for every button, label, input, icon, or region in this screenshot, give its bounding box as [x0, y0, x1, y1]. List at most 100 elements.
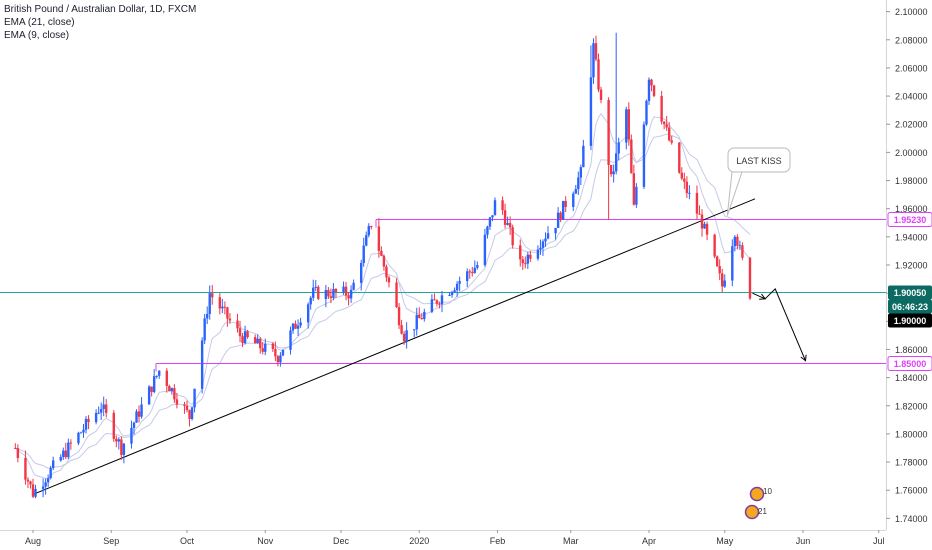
candle-body: [294, 323, 297, 329]
candle-body: [418, 314, 421, 319]
candle-body: [190, 407, 194, 420]
legend-ema-21[interactable]: EMA (21, close): [4, 17, 75, 28]
candle-body: [152, 376, 156, 392]
candle-body: [238, 328, 242, 337]
candle-body: [413, 329, 416, 331]
candle-body: [122, 443, 126, 455]
y-tick-label: 2.04000: [895, 92, 928, 102]
candle-body: [342, 286, 345, 292]
projection-arrowhead: [800, 354, 807, 362]
candle-body: [450, 292, 454, 295]
candle-body: [423, 311, 426, 320]
price-tag-countdown-label: 06:46:23: [892, 302, 928, 312]
candle-body: [678, 142, 681, 173]
candle-body: [511, 227, 514, 246]
trendline: [32, 198, 756, 495]
x-tick-label: Aug: [25, 536, 41, 546]
candle-body: [670, 140, 673, 143]
candle-body: [589, 77, 593, 146]
candle-body: [660, 95, 663, 122]
candle-body: [309, 297, 312, 305]
candle-body: [147, 386, 151, 405]
candle-body: [317, 286, 320, 299]
candle-body: [41, 486, 45, 489]
candle-body: [506, 223, 509, 225]
candle-body: [29, 481, 32, 485]
chart-title: British Pound / Australian Dollar, 1D, F…: [4, 4, 197, 15]
x-tick-label: Jun: [796, 536, 811, 546]
candle-body: [183, 404, 186, 406]
ema-21-line: [15, 133, 751, 469]
candle-body: [577, 177, 580, 190]
candle-body: [140, 404, 143, 417]
candle-body: [721, 273, 724, 287]
candle-body: [453, 290, 456, 293]
candle-body: [476, 265, 479, 268]
candle-body: [102, 404, 105, 409]
candle-body: [625, 109, 628, 143]
candle-body: [150, 386, 153, 392]
candle-body: [271, 343, 275, 350]
candle-body: [632, 173, 636, 205]
x-tick-label: 2020: [409, 536, 429, 546]
candle-body: [24, 458, 27, 480]
candle-body: [117, 439, 121, 442]
x-tick-label: Apr: [642, 536, 656, 546]
candle-body: [69, 442, 73, 444]
candle-body: [130, 427, 133, 444]
x-tick-label: Jul: [873, 536, 885, 546]
candle-body: [94, 412, 98, 423]
candle-body: [650, 79, 653, 86]
candle-body: [299, 322, 302, 326]
event-badge-icon: [749, 486, 765, 502]
candle-body: [223, 306, 227, 308]
candle-body: [97, 412, 100, 414]
candle-body: [738, 245, 742, 247]
candle-body: [241, 336, 244, 344]
y-tick-label: 1.84000: [895, 373, 928, 383]
candle-body: [334, 289, 338, 292]
candle-body: [635, 186, 638, 205]
candle-body: [468, 271, 471, 273]
candle-body: [14, 447, 17, 449]
x-tick-label: Sep: [103, 536, 119, 546]
price-tag-countdown-bg: [888, 299, 932, 314]
candle-body: [185, 405, 189, 411]
candle-body: [572, 193, 575, 207]
candle-body: [491, 215, 494, 218]
candle-body: [541, 241, 545, 248]
candle-body: [521, 259, 524, 264]
candle-body: [501, 200, 504, 211]
candle-body: [370, 226, 373, 228]
candle-body: [683, 178, 686, 182]
candle-body: [435, 300, 439, 304]
candle-body: [685, 181, 689, 194]
candle-body: [715, 256, 719, 267]
candle-body: [256, 338, 259, 344]
candle-body: [64, 450, 68, 458]
candle-body: [700, 214, 704, 229]
candle-body: [253, 337, 257, 344]
candle-body: [698, 213, 701, 215]
candle-body: [243, 331, 247, 344]
level-tag-upper-bg: [887, 212, 932, 228]
candle-body: [46, 478, 50, 483]
legend-ema-9[interactable]: EMA (9, close): [4, 30, 70, 41]
candle-body: [380, 250, 383, 256]
candle-body: [652, 85, 656, 96]
candle-body: [599, 89, 603, 100]
y-tick-label: 2.06000: [895, 63, 928, 73]
candle-body: [564, 200, 567, 207]
y-tick-label: 1.94000: [895, 232, 928, 242]
x-tick-label: Oct: [180, 536, 195, 546]
candle-body: [582, 145, 585, 168]
candle-body: [536, 249, 540, 259]
candle-body: [594, 43, 598, 60]
candle-body: [34, 488, 37, 497]
candle-body: [612, 171, 615, 175]
candle-body: [218, 297, 222, 309]
candle-body: [158, 370, 161, 376]
y-tick-label: 2.10000: [895, 7, 928, 17]
